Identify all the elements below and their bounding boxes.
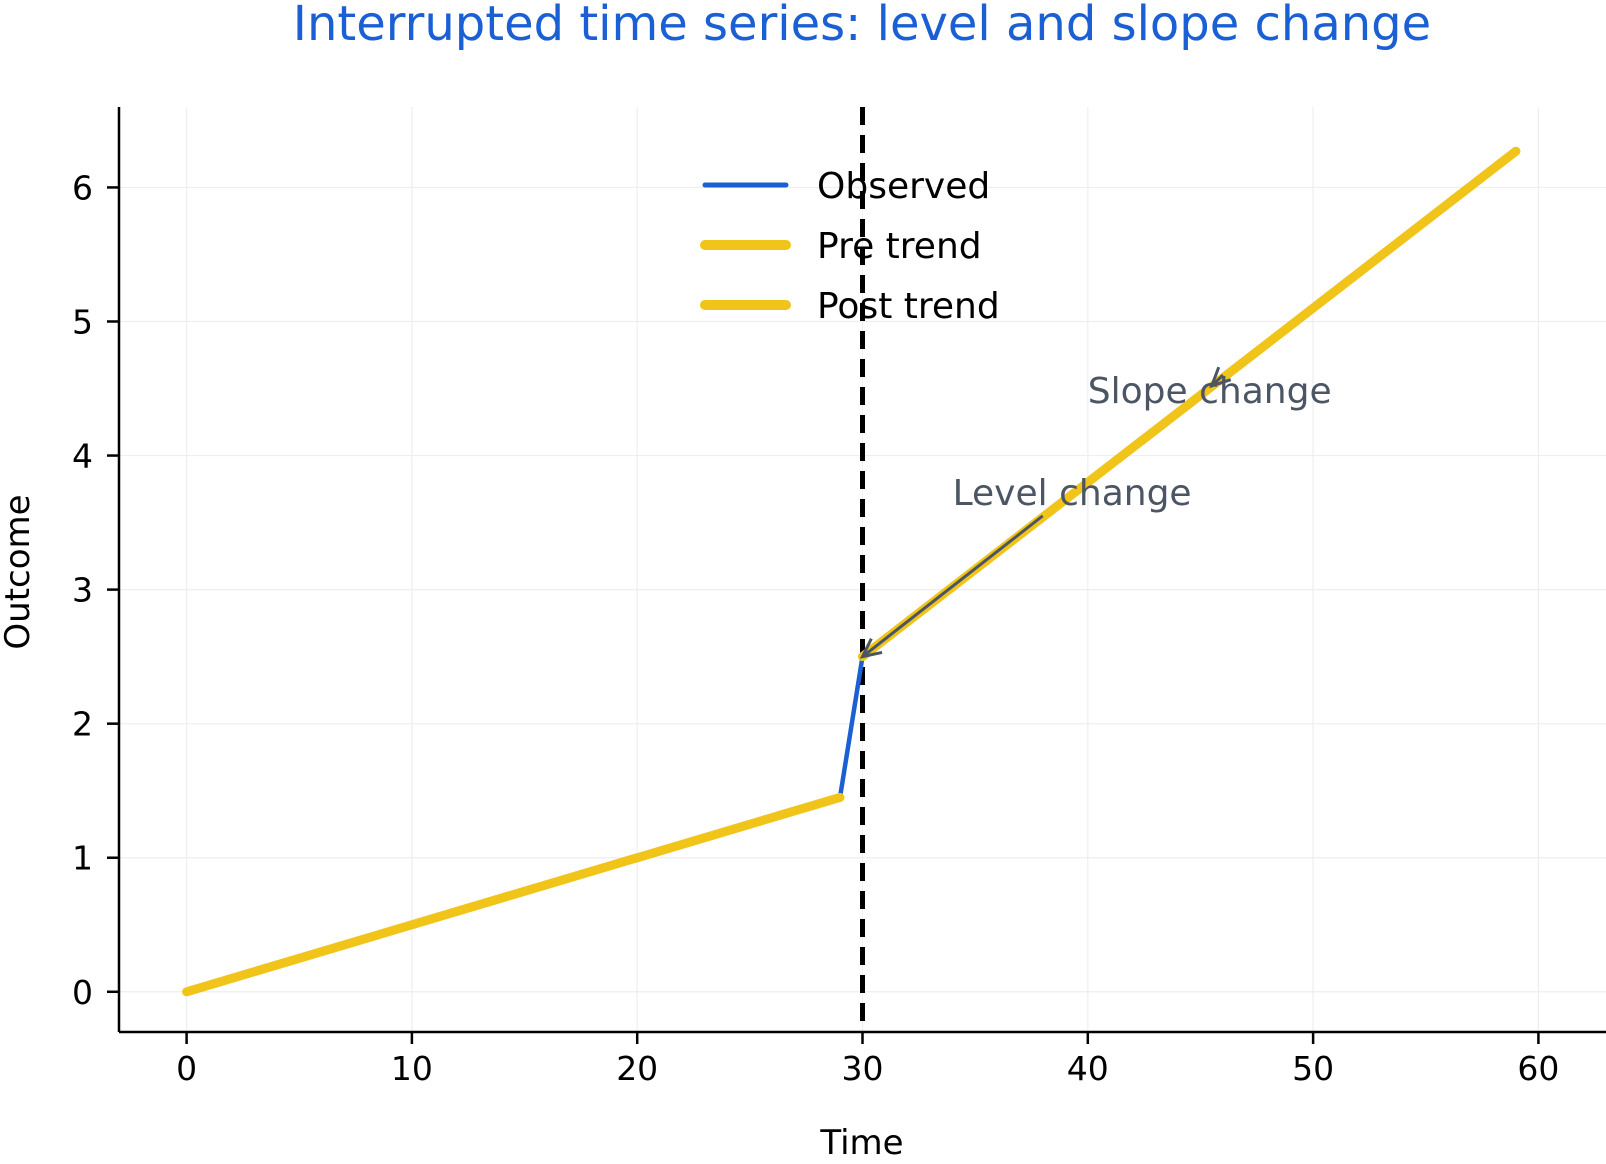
y-tick-label: 5 [72,302,93,341]
annotations: Level change Slope change [859,366,1332,659]
series-line-pre-trend [182,792,845,997]
x-tick-label: 40 [1067,1049,1109,1088]
x-tick-label: 50 [1292,1049,1334,1088]
y-tick-label: 0 [72,973,93,1012]
x-axis-label: Time [819,1123,903,1163]
y-axis-label: Outcome [0,494,38,649]
x-tick-label: 60 [1517,1049,1559,1088]
axes: 0 10 20 30 40 50 60 0 1 2 3 4 5 6 [72,107,1606,1088]
legend-label: Observed [817,166,990,207]
y-tick-label: 6 [72,168,93,207]
annotation-label: Level change [953,473,1192,514]
x-tick-label: 0 [176,1049,197,1088]
y-tick-label: 4 [72,437,93,476]
y-tick-label: 3 [72,571,93,610]
x-tick-label: 10 [391,1049,433,1088]
legend: Observed Pre trend Post trend [700,166,1000,327]
annotation-arrow-line [861,514,1044,658]
grid [119,107,1606,1032]
x-tick-label: 20 [616,1049,658,1088]
chart-title: Interrupted time series: level and slope… [293,0,1431,52]
series-line-observed [184,148,1519,995]
legend-label: Post trend [817,286,1000,327]
annotation-arrow-head [859,638,883,659]
y-tick-label: 2 [72,705,93,744]
annotation-arrow-head [1209,366,1232,389]
legend-label: Pre trend [817,226,982,267]
x-tick-label: 30 [842,1049,884,1088]
series-lines [182,146,1521,997]
y-tick-label: 1 [72,839,93,878]
annotation-label: Slope change [1088,371,1332,412]
